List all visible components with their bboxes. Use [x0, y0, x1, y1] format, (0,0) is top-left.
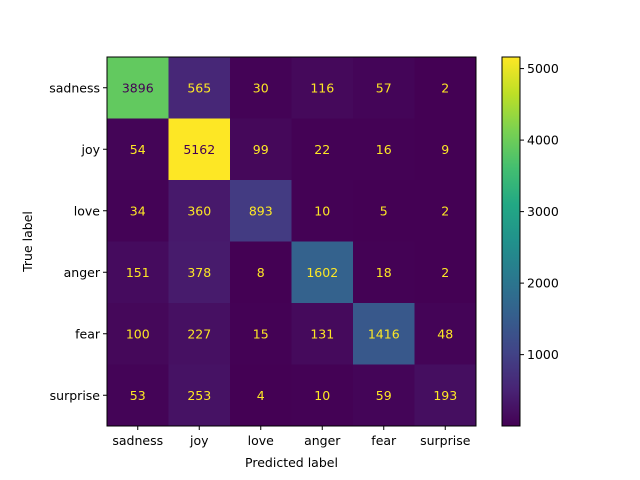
cell-value-label: 9	[441, 142, 449, 157]
cell-value-label: 18	[376, 265, 392, 280]
heatmap-cell	[168, 303, 231, 365]
heatmap-cell	[353, 180, 415, 242]
heatmap-cell	[230, 180, 292, 242]
x-tick-label: anger	[304, 433, 341, 448]
heatmap-cell	[414, 180, 477, 242]
cell-value-label: 48	[437, 326, 453, 341]
y-tick-label: fear	[75, 326, 101, 341]
heatmap-cell	[168, 118, 231, 181]
colorbar-ticks: 1000 2000 3000 4000 5000	[520, 61, 559, 362]
cell-value-label: 22	[314, 142, 330, 157]
colorbar-tick-label: 2000	[527, 276, 559, 291]
heatmap-cell	[168, 241, 231, 304]
x-axis-label: Predicted label	[245, 455, 338, 470]
x-axis-ticks: sadness joy love anger fear surprise	[112, 426, 471, 448]
heatmap-cell	[353, 364, 415, 427]
y-tick-label: surprise	[50, 388, 101, 403]
cell-value-label: 360	[187, 203, 211, 218]
cell-value-label: 227	[187, 326, 211, 341]
cell-value-label: 34	[130, 203, 146, 218]
x-tick-label: love	[248, 433, 275, 448]
heatmap-cell	[168, 180, 231, 242]
heatmap-cell	[107, 364, 169, 427]
x-tick-label: sadness	[112, 433, 163, 448]
cell-value-label: 151	[126, 265, 150, 280]
cell-value-label: 1416	[368, 326, 400, 341]
y-axis-label: True label	[20, 211, 35, 273]
heatmap-cell	[291, 118, 354, 181]
y-tick-label: love	[74, 203, 101, 218]
heatmap-cell	[107, 303, 169, 365]
cell-value-label: 253	[187, 388, 211, 403]
cell-value-label: 100	[126, 326, 150, 341]
heatmap-cell	[291, 180, 354, 242]
heatmap-cell	[414, 364, 477, 427]
colorbar-tick-label: 4000	[527, 133, 559, 148]
cell-value-label: 15	[253, 326, 269, 341]
colorbar-tick-label: 1000	[527, 347, 559, 362]
cell-value-label: 16	[376, 142, 392, 157]
cell-value-label: 116	[310, 80, 334, 95]
x-tick-label: surprise	[420, 433, 471, 448]
heatmap-cell	[168, 364, 231, 427]
cell-value-label: 8	[257, 265, 265, 280]
heatmap-cell	[230, 118, 292, 181]
heatmap-cell	[291, 303, 354, 365]
cell-value-label: 893	[249, 203, 273, 218]
cell-value-label: 193	[433, 388, 457, 403]
heatmap-cell	[353, 241, 415, 304]
heatmap-cells: 3896 565 30 116 57 254 5162 99 22 16 934 360 893 10 5 2…	[107, 57, 477, 427]
cell-value-label: 10	[314, 203, 330, 218]
cell-value-label: 54	[130, 142, 146, 157]
colorbar-tick-label: 3000	[527, 204, 559, 219]
heatmap-cell	[230, 303, 292, 365]
colorbar	[501, 56, 521, 427]
x-tick-label: joy	[189, 433, 209, 448]
heatmap-cell	[353, 57, 415, 119]
cell-value-label: 57	[376, 80, 392, 95]
heatmap-cell	[291, 241, 354, 304]
cell-value-label: 2	[441, 80, 449, 95]
cell-value-label: 5	[380, 203, 388, 218]
heatmap-cell	[107, 118, 169, 181]
heatmap-cell	[414, 303, 477, 365]
y-tick-label: sadness	[49, 80, 100, 95]
heatmap-cell	[107, 241, 169, 304]
heatmap-cell	[291, 364, 354, 427]
heatmap-cell	[414, 57, 477, 119]
heatmap-cell	[230, 57, 292, 119]
cell-value-label: 1602	[306, 265, 338, 280]
cell-value-label: 2	[441, 203, 449, 218]
heatmap-cell	[107, 57, 169, 119]
heatmap-cell	[230, 364, 292, 427]
cell-value-label: 99	[253, 142, 269, 157]
cell-value-label: 59	[376, 388, 392, 403]
heatmap-cell	[353, 303, 415, 365]
cell-value-label: 2	[441, 265, 449, 280]
heatmap-cell	[107, 180, 169, 242]
cell-value-label: 53	[130, 388, 146, 403]
cell-value-label: 10	[314, 388, 330, 403]
y-tick-label: joy	[80, 142, 100, 157]
heatmap-cell	[291, 57, 354, 119]
plot-frame	[106, 56, 477, 427]
cell-value-label: 3896	[122, 80, 154, 95]
heatmap-cell	[414, 241, 477, 304]
heatmap-cell	[353, 118, 415, 181]
cell-value-label: 565	[187, 80, 211, 95]
cell-value-label: 30	[253, 80, 269, 95]
colorbar-tick-label: 5000	[527, 61, 559, 76]
heatmap-cell	[230, 241, 292, 304]
cell-value-label: 378	[187, 265, 211, 280]
cell-value-label: 4	[257, 388, 265, 403]
cell-value-label: 131	[310, 326, 334, 341]
y-tick-label: anger	[64, 265, 101, 280]
heatmap-cell	[414, 118, 477, 181]
heatmap-cell	[168, 57, 231, 119]
x-tick-label: fear	[371, 433, 397, 448]
cell-value-label: 5162	[183, 142, 215, 157]
y-axis-ticks: sadness joy love anger fear surprise	[49, 80, 107, 403]
